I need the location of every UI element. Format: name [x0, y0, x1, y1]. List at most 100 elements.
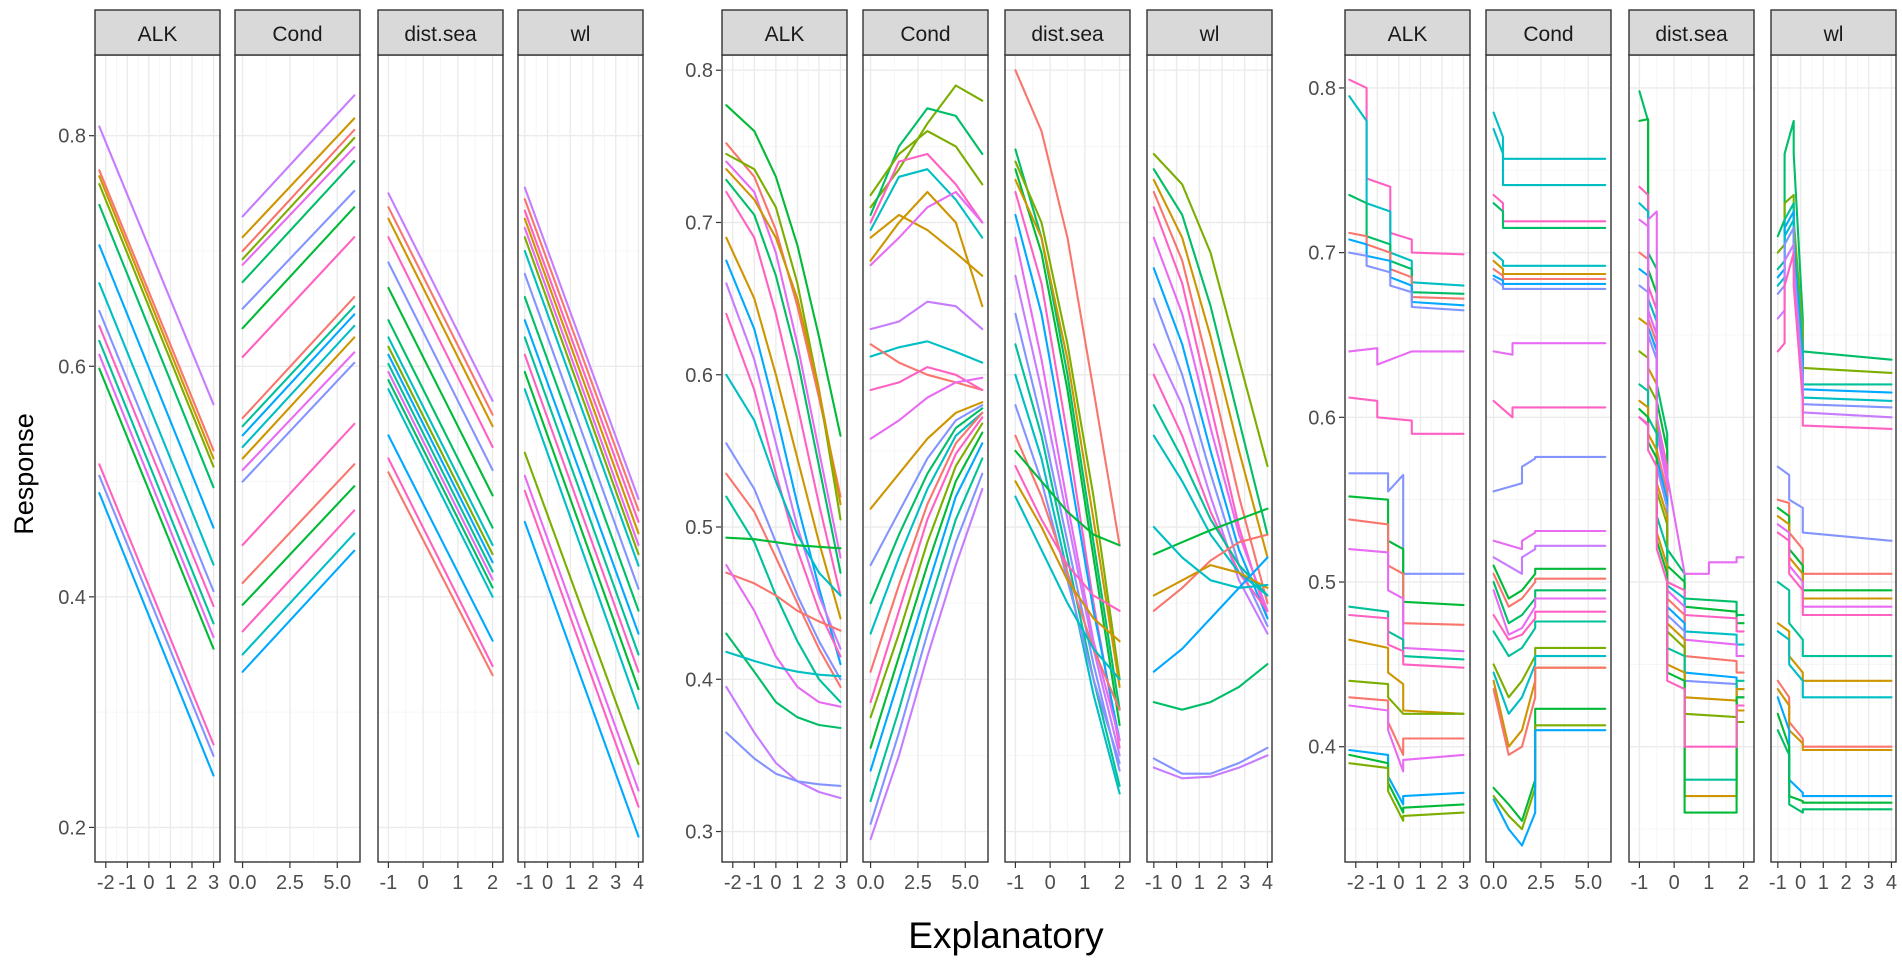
facet-strip-label: Cond	[1523, 23, 1573, 46]
y-tick-label: 0.6	[685, 365, 713, 387]
facet-strip	[1146, 9, 1273, 56]
series-line	[1492, 655, 1607, 715]
facet-strip-label: dist.sea	[1655, 23, 1728, 46]
panel-ALK: ALK -2 -1 0 1 2 3	[721, 9, 848, 894]
panel-background	[95, 55, 220, 862]
x-tick-label: -1	[380, 872, 398, 894]
x-tick-label: 0.0	[857, 872, 885, 894]
series-layer	[1152, 152, 1269, 780]
series-line	[98, 183, 215, 468]
facet-strip-label: ALK	[138, 23, 178, 46]
series-line	[387, 353, 494, 564]
series-line	[98, 474, 215, 757]
series-line	[1348, 753, 1465, 814]
series-line	[387, 362, 494, 573]
series-line	[1348, 472, 1465, 575]
series-line	[1776, 498, 1893, 575]
x-tick-label: 0.0	[229, 872, 257, 894]
series-line	[1152, 373, 1269, 612]
panel-background	[1147, 55, 1272, 862]
series-line	[1014, 213, 1121, 742]
panel-Cond: Cond 0.0 2.5 5.0	[229, 9, 361, 894]
series-line	[1492, 259, 1607, 276]
x-tick-label: 2	[1738, 872, 1749, 894]
series-line	[98, 203, 215, 489]
series-line	[1492, 251, 1607, 267]
series-line	[1152, 754, 1269, 780]
series-line	[1492, 544, 1607, 575]
series-line	[1492, 646, 1607, 699]
y-tick-label: 0.8	[1308, 78, 1336, 100]
series-line	[869, 300, 984, 331]
y-tick-label: 0.6	[1308, 407, 1336, 429]
facet-strip-label: dist.sea	[404, 23, 477, 46]
series-line	[523, 236, 640, 556]
series-line	[523, 209, 640, 523]
x-tick-label: 5.0	[951, 872, 979, 894]
x-tick-label: 2	[1436, 872, 1447, 894]
panel-Cond: Cond 0.0 2.5 5.0	[857, 9, 989, 894]
series-line	[869, 213, 984, 277]
series-line	[523, 186, 640, 500]
facet-strip-label: wl	[1823, 23, 1844, 46]
facet-strip	[1485, 9, 1612, 56]
x-tick-label: -1	[745, 872, 763, 894]
series-line	[387, 192, 494, 402]
series-line	[1152, 525, 1269, 589]
series-line	[1776, 506, 1893, 592]
series-line	[725, 536, 842, 550]
series-line	[387, 319, 494, 529]
facet-strip	[1628, 9, 1755, 56]
series-line	[98, 324, 215, 608]
y-tick-label: 0.7	[1308, 243, 1336, 265]
series-layer	[1492, 111, 1607, 847]
series-line	[241, 236, 356, 359]
series-line	[241, 549, 356, 673]
y-tick-label: 0.4	[58, 587, 86, 609]
series-line	[869, 190, 984, 267]
series-line	[241, 313, 356, 437]
series-line	[725, 650, 842, 678]
series-line	[241, 128, 356, 253]
x-tick-label: 3	[1458, 872, 1469, 894]
series-line	[869, 152, 984, 224]
series-line	[523, 353, 640, 673]
panel-ALK: ALK -2 -1 0 1 2 3	[94, 9, 221, 894]
series-line	[1492, 342, 1607, 356]
series-line	[1348, 78, 1465, 256]
series-line	[1348, 748, 1465, 806]
series-line	[1776, 679, 1893, 748]
series-line	[1492, 399, 1607, 419]
x-tick-label: 1	[1703, 872, 1714, 894]
x-tick-label: -2	[724, 872, 742, 894]
facet-strip	[234, 9, 361, 56]
x-tick-label: 3	[610, 872, 621, 894]
series-line	[98, 367, 215, 650]
series-line	[241, 136, 356, 261]
series-line	[241, 146, 356, 266]
series-line	[1776, 729, 1893, 814]
x-tick-label: 2	[813, 872, 824, 894]
series-line	[523, 198, 640, 512]
series-line	[725, 571, 842, 632]
series-line	[1014, 69, 1121, 547]
series-line	[1492, 274, 1607, 285]
series-line	[1776, 251, 1893, 430]
series-line	[869, 487, 984, 841]
x-tick-label: -1	[1368, 872, 1386, 894]
panel-background	[518, 55, 643, 862]
series-line	[1152, 190, 1269, 605]
series-line	[1348, 251, 1465, 312]
x-tick-label: 5.0	[1574, 872, 1602, 894]
series-line	[1776, 622, 1893, 682]
series-line	[1152, 178, 1269, 559]
series-line	[1014, 312, 1121, 772]
series-line	[725, 685, 842, 800]
series-line	[1776, 531, 1893, 617]
x-tick-label: 1	[1194, 872, 1205, 894]
series-layer	[725, 104, 842, 800]
series-line	[725, 472, 842, 688]
